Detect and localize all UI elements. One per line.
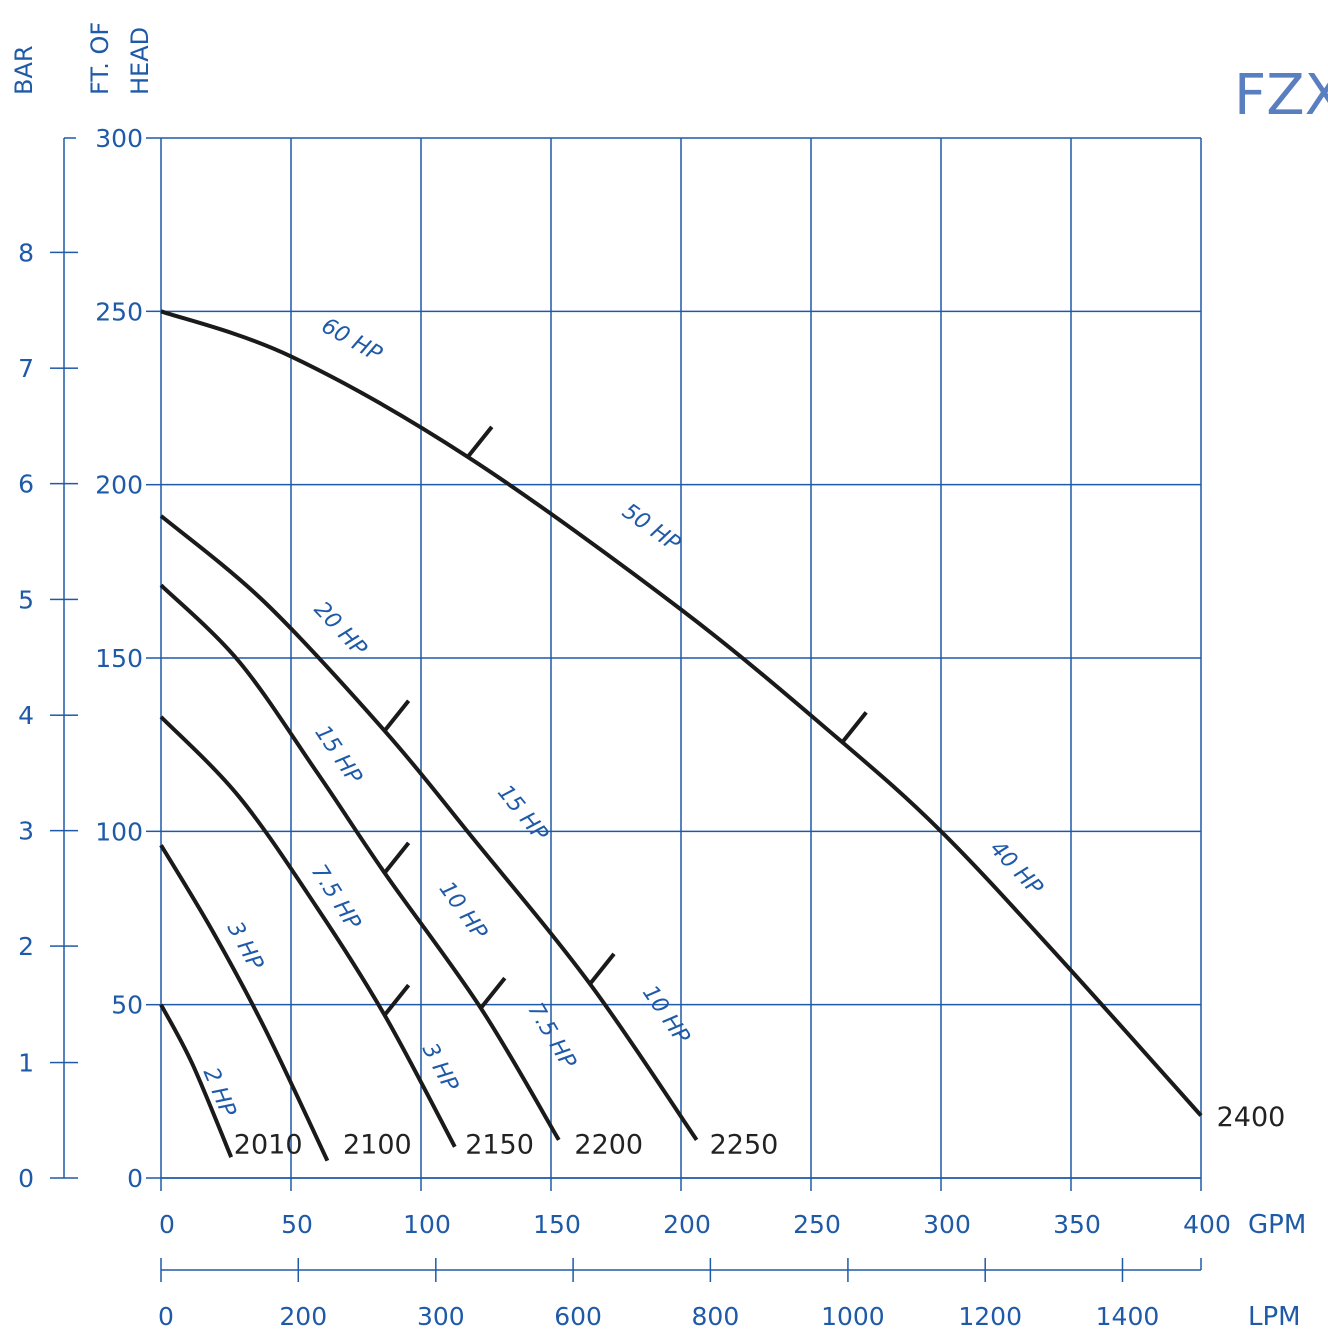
head-tick-label: 200 <box>95 471 143 500</box>
hp-label: 3 HP <box>222 918 268 975</box>
lpm-tick-label: 800 <box>692 1302 740 1331</box>
hp-label: 60 HP <box>317 313 386 367</box>
model-label-2400: 2400 <box>1217 1102 1286 1133</box>
pump-curve-2100 <box>159 844 330 1162</box>
bar-tick-label: 1 <box>18 1049 34 1078</box>
hp-label: 15 HP <box>310 721 367 789</box>
lpm-unit-label: LPM <box>1248 1302 1301 1332</box>
pump-curve-2010 <box>159 1003 234 1158</box>
impeller-marker <box>466 425 494 459</box>
bar-tick-label: 7 <box>18 354 34 383</box>
model-label-2100: 2100 <box>343 1130 412 1161</box>
head-tick-label: 100 <box>95 817 143 846</box>
model-label-2010: 2010 <box>234 1130 303 1161</box>
hp-label: 10 HP <box>434 877 492 945</box>
model-label-2250: 2250 <box>710 1130 779 1161</box>
gpm-tick-label: 0 <box>159 1210 175 1239</box>
lpm-tick-label: 0 <box>158 1302 174 1331</box>
lpm-tick-label: 1000 <box>821 1302 885 1331</box>
bar-tick-label: 0 <box>18 1164 34 1193</box>
axes: 0 50 100 150 200 250 300 0 1 2 3 4 5 6 7 8 0 50 100 150 200 2… <box>18 124 1231 1331</box>
gpm-unit-label: GPM <box>1248 1210 1306 1240</box>
head-tick-label: 250 <box>95 297 143 326</box>
gpm-tick-label: 50 <box>281 1210 313 1239</box>
pump-curve-2250 <box>159 514 699 1142</box>
impeller-marker <box>383 983 411 1017</box>
hp-label: 15 HP <box>492 780 553 847</box>
model-label-2150: 2150 <box>465 1130 534 1161</box>
hp-label: 7.5 HP <box>306 860 366 935</box>
gpm-tick-label: 250 <box>793 1210 841 1239</box>
head-axis-label-line2: HEAD <box>126 27 154 95</box>
gpm-tick-label: 300 <box>923 1210 971 1239</box>
hp-label: 10 HP <box>637 981 695 1049</box>
gpm-tick-label: 150 <box>533 1210 581 1239</box>
gpm-tick-label: 200 <box>663 1210 711 1239</box>
pump-curve-2150 <box>159 715 457 1148</box>
pump-curve-2400 <box>160 309 1203 1117</box>
lpm-tick-label: 200 <box>279 1302 327 1331</box>
gpm-tick-label: 100 <box>403 1210 451 1239</box>
pump-curves <box>159 309 1203 1162</box>
pump-curve-2200 <box>159 583 561 1141</box>
model-label-2200: 2200 <box>574 1130 643 1161</box>
gpm-tick-label: 400 <box>1183 1210 1231 1239</box>
bar-tick-label: 4 <box>18 701 34 730</box>
hp-label: 40 HP <box>985 836 1048 901</box>
lpm-tick-label: 1400 <box>1096 1302 1160 1331</box>
hp-label: 50 HP <box>617 499 685 557</box>
impeller-marker <box>383 699 411 733</box>
grid <box>160 137 1202 1179</box>
gpm-tick-label: 350 <box>1053 1210 1101 1239</box>
bar-tick-label: 6 <box>18 470 34 499</box>
bar-tick-label: 2 <box>18 932 34 961</box>
head-tick-label: 50 <box>111 991 143 1020</box>
head-axis-label-line1: FT. OF <box>86 22 114 95</box>
head-tick-label: 300 <box>95 124 143 153</box>
bar-axis-label: BAR <box>10 45 38 95</box>
chart-title: FZX <box>1234 63 1328 128</box>
head-tick-label: 150 <box>95 644 143 673</box>
hp-label: 20 HP <box>309 597 372 662</box>
lpm-tick-label: 1200 <box>958 1302 1022 1331</box>
impeller-marker <box>840 711 868 744</box>
bar-tick-label: 5 <box>18 585 34 614</box>
lpm-tick-label: 600 <box>554 1302 602 1331</box>
bar-tick-label: 3 <box>18 817 34 846</box>
bar-tick-label: 8 <box>18 238 34 267</box>
impeller-marker <box>383 841 411 875</box>
impeller-marker <box>588 952 616 986</box>
head-tick-label: 0 <box>127 1164 143 1193</box>
impeller-marker <box>479 976 507 1010</box>
lpm-tick-label: 300 <box>417 1302 465 1331</box>
